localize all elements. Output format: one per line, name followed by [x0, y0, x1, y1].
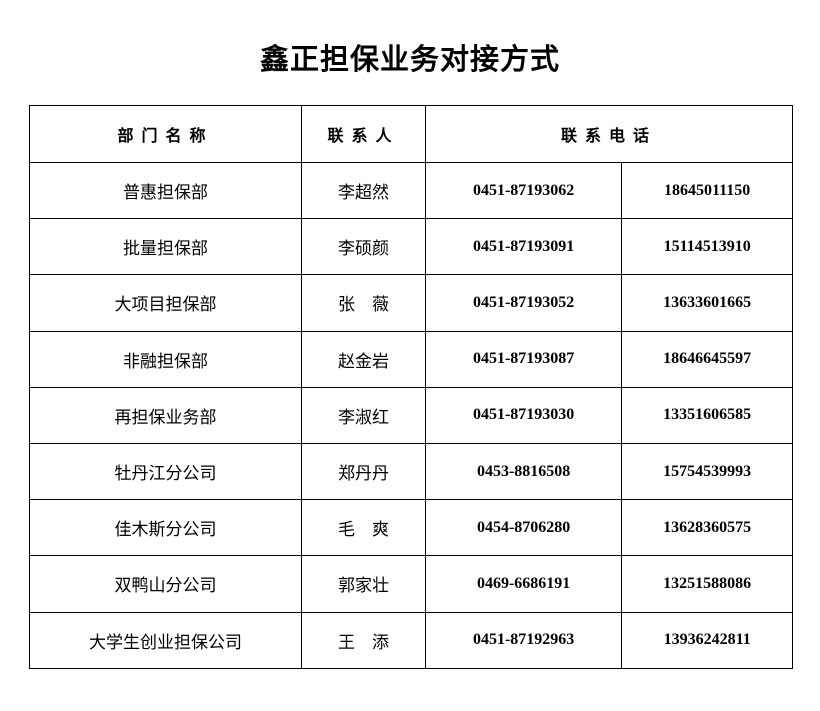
header-department: 部门名称 [29, 105, 302, 163]
mobile-cell: 18646645597 [621, 330, 793, 388]
landline-cell: 0453-8816508 [424, 442, 623, 501]
header-contact: 联系人 [301, 105, 426, 163]
contact-cell: 李超然 [301, 161, 426, 220]
mobile-cell: 15754539993 [621, 442, 793, 501]
contact-cell: 张 薇 [301, 274, 426, 332]
mobile-cell: 18645011150 [621, 161, 793, 220]
mobile-cell: 13628360575 [621, 499, 793, 557]
mobile-cell: 13936242811 [621, 611, 793, 669]
header-phone: 联系电话 [425, 105, 793, 163]
table-row: 牡丹江分公司 郑丹丹 0453-8816508 15754539993 [29, 442, 793, 501]
landline-cell: 0451-87193091 [424, 218, 623, 276]
department-cell: 大项目担保部 [29, 274, 302, 332]
landline-cell: 0451-87193087 [424, 330, 623, 388]
landline-cell: 0451-87192963 [424, 611, 623, 669]
mobile-cell: 15114513910 [621, 218, 793, 276]
mobile-cell: 13251588086 [621, 555, 793, 613]
contact-cell: 王 添 [301, 611, 426, 669]
department-cell: 双鸭山分公司 [29, 555, 302, 613]
table-row: 佳木斯分公司毛 爽 0454-8706280 13628360575 [29, 499, 793, 557]
contact-cell: 赵金岩 [301, 330, 426, 388]
contact-cell: 李淑红 [301, 386, 426, 444]
landline-cell: 0454-8706280 [424, 499, 623, 557]
department-cell: 大学生创业担保公司 [29, 611, 302, 669]
table-row: 非融担保部 赵金岩 0451-87193087 18646645597 [29, 330, 793, 388]
page-title: 鑫正担保业务对接方式 [259, 44, 560, 76]
table-row: 普惠担保部 李超然 0451-87193062 18645011150 [29, 161, 793, 220]
department-cell: 佳木斯分公司 [29, 499, 302, 557]
landline-cell: 0451-87193030 [424, 386, 623, 444]
contact-cell: 郭家壮 [301, 555, 426, 613]
department-cell: 非融担保部 [29, 330, 302, 388]
landline-cell: 0451-87193052 [424, 274, 623, 332]
department-cell: 再担保业务部 [29, 386, 302, 444]
landline-cell: 0469-6686191 [424, 555, 623, 613]
landline-cell: 0451-87193062 [424, 161, 623, 220]
table-row: 再担保业务部 李淑红 0451-87193030 13351606585 [29, 386, 793, 444]
mobile-cell: 13633601665 [621, 274, 793, 332]
contact-cell: 毛 爽 [301, 499, 426, 557]
mobile-cell: 13351606585 [621, 386, 793, 444]
table-row: 大项目担保部张 薇 0451-87193052 13633601665 [29, 274, 793, 332]
contact-cell: 郑丹丹 [301, 442, 426, 501]
table-row: 大学生创业担保公司王 添 0451-87192963 13936242811 [29, 611, 793, 669]
table-row: 双鸭山分公司 郭家壮 0469-6686191 13251588086 [29, 555, 793, 613]
department-cell: 普惠担保部 [29, 161, 302, 220]
department-cell: 牡丹江分公司 [29, 442, 302, 501]
table-header-row: 部门名称 联系人 联系电话 [29, 105, 793, 163]
table-row: 批量担保部 李硕颜 0451-87193091 15114513910 [29, 218, 793, 276]
contact-cell: 李硕颜 [301, 218, 426, 276]
contact-table: 部门名称 联系人 联系电话 普惠担保部 李超然 0451-87193062 18645… [29, 105, 793, 669]
department-cell: 批量担保部 [29, 218, 302, 276]
